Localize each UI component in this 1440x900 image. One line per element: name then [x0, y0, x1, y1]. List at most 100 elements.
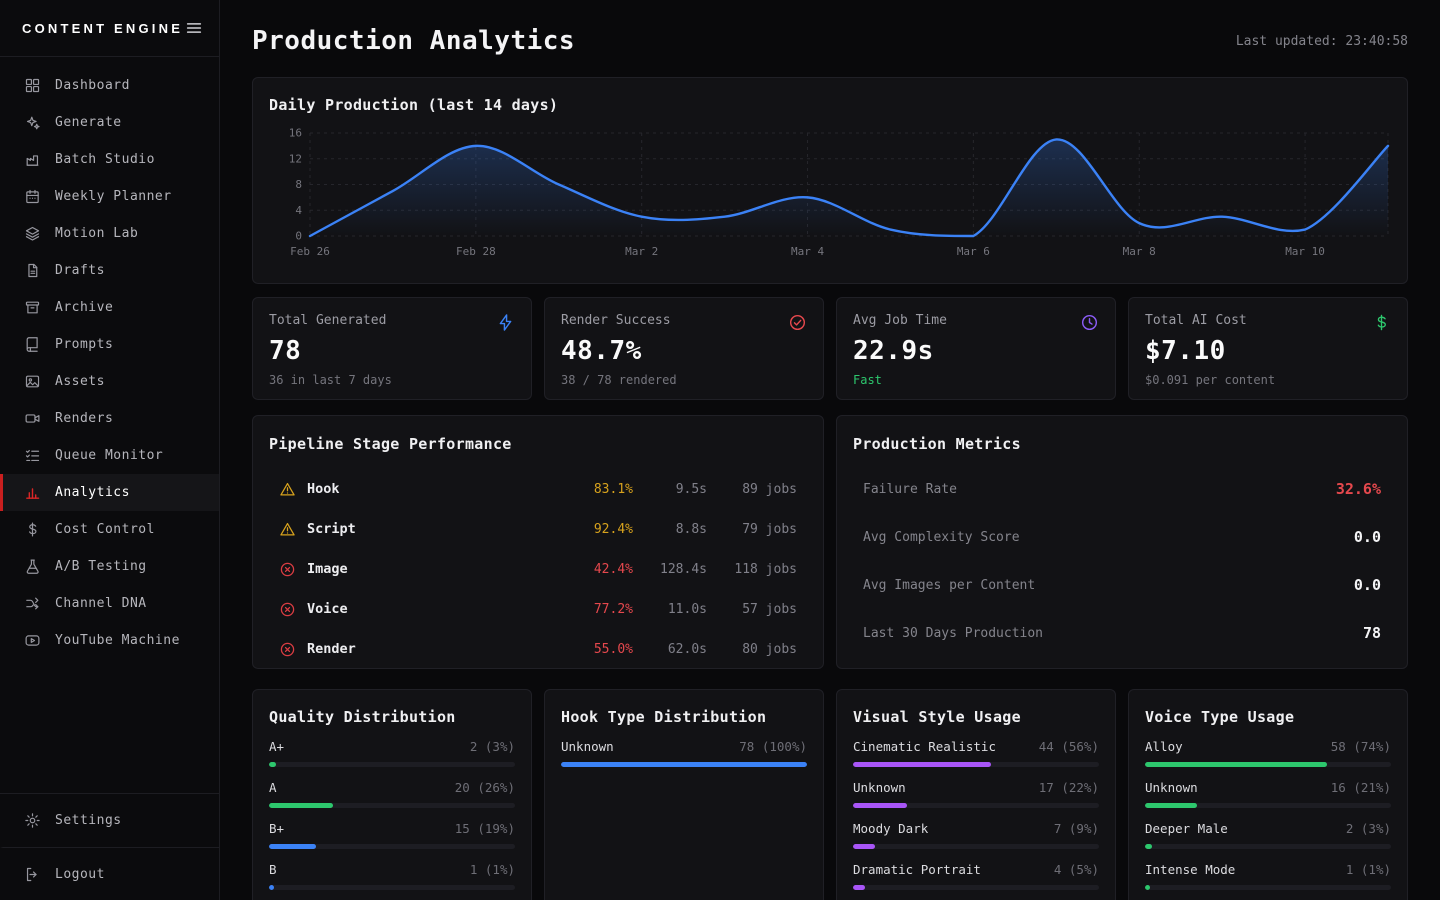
stat-label: Total AI Cost	[1145, 313, 1247, 328]
sidebar-item-analytics[interactable]: Analytics	[0, 474, 219, 511]
distribution-bar-track	[269, 762, 515, 767]
distribution-label: Unknown	[1145, 780, 1198, 795]
menu-icon[interactable]	[185, 19, 203, 37]
distribution-label: Cinematic Realistic	[853, 739, 996, 754]
stat-subtext: 36 in last 7 days	[269, 373, 515, 387]
distribution-bar-track	[853, 885, 1099, 890]
distribution-value: 58 (74%)	[1331, 739, 1391, 754]
distribution-title: Hook Type Distribution	[561, 708, 807, 726]
stat-subtext: Fast	[853, 373, 1099, 387]
factory-icon	[24, 151, 41, 168]
sidebar-item-label: Drafts	[55, 263, 105, 278]
metric-row-avg-images-per-content: Avg Images per Content0.0	[853, 561, 1391, 609]
pipeline-panel: Pipeline Stage Performance Hook83.1%9.5s…	[252, 415, 824, 669]
distribution-label: A+	[269, 739, 284, 754]
distribution-value: 78 (100%)	[739, 739, 807, 754]
distribution-value: 1 (1%)	[470, 862, 515, 877]
distribution-bar-track	[1145, 803, 1391, 808]
sidebar-item-settings[interactable]: Settings	[0, 794, 219, 847]
distribution-bar-track	[853, 844, 1099, 849]
metric-label: Avg Images per Content	[863, 578, 1035, 593]
app-logo: CONTENT ENGINE	[22, 21, 183, 36]
sidebar-item-renders[interactable]: Renders	[0, 400, 219, 437]
distribution-item-moody-dark: Moody Dark7 (9%)	[853, 821, 1099, 849]
svg-text:8: 8	[295, 178, 302, 191]
distribution-label: Intense Mode	[1145, 862, 1235, 877]
sidebar-item-label: Renders	[55, 411, 113, 426]
stat-card-avg-job-time: Avg Job Time22.9sFast	[836, 297, 1116, 400]
layers-icon	[24, 225, 41, 242]
distribution-item-intense-mode: Intense Mode1 (1%)	[1145, 862, 1391, 890]
stat-label: Render Success	[561, 313, 671, 328]
pipeline-job-count: 89 jobs	[723, 482, 797, 497]
stat-label: Avg Job Time	[853, 313, 947, 328]
stat-cards-row: Total Generated7836 in last 7 daysRender…	[252, 297, 1408, 400]
archive-icon	[24, 299, 41, 316]
play-box-icon	[24, 632, 41, 649]
file-icon	[24, 262, 41, 279]
sidebar-item-motion-lab[interactable]: Motion Lab	[0, 215, 219, 252]
metric-value: 78	[1363, 624, 1381, 642]
sidebar-item-drafts[interactable]: Drafts	[0, 252, 219, 289]
sidebar-item-label: Queue Monitor	[55, 448, 163, 463]
logout-icon	[24, 866, 41, 883]
pipeline-success-rate: 83.1%	[569, 482, 633, 497]
metrics-rows: Failure Rate32.6%Avg Complexity Score0.0…	[853, 465, 1391, 657]
stat-subtext: $0.091 per content	[1145, 373, 1391, 387]
distribution-item-dramatic-portrait: Dramatic Portrait4 (5%)	[853, 862, 1099, 890]
pipeline-stage-name: Image	[307, 561, 348, 577]
sidebar-item-a-b-testing[interactable]: A/B Testing	[0, 548, 219, 585]
distribution-bar-fill	[561, 762, 807, 767]
sidebar-item-assets[interactable]: Assets	[0, 363, 219, 400]
sidebar-item-dashboard[interactable]: Dashboard	[0, 67, 219, 104]
sidebar-item-label: Analytics	[55, 485, 130, 500]
distribution-label: Moody Dark	[853, 821, 928, 836]
distribution-bar-fill	[853, 762, 991, 767]
distribution-value: 2 (3%)	[470, 739, 515, 754]
distribution-title: Voice Type Usage	[1145, 708, 1391, 726]
stat-value: $7.10	[1145, 336, 1391, 366]
pipeline-avg-time: 62.0s	[649, 642, 707, 657]
distribution-bar-fill	[853, 885, 865, 890]
sidebar-item-logout[interactable]: Logout	[0, 847, 219, 900]
pipeline-success-rate: 92.4%	[569, 522, 633, 537]
svg-text:4: 4	[295, 204, 302, 217]
distribution-bar-track	[1145, 844, 1391, 849]
distribution-item-cinematic-realistic: Cinematic Realistic 44 (56%)	[853, 739, 1099, 767]
pipeline-avg-time: 128.4s	[649, 562, 707, 577]
split-icon	[24, 595, 41, 612]
video-icon	[24, 410, 41, 427]
sidebar-item-generate[interactable]: Generate	[0, 104, 219, 141]
pipeline-job-count: 79 jobs	[723, 522, 797, 537]
svg-text:16: 16	[289, 127, 302, 140]
sidebar-item-queue-monitor[interactable]: Queue Monitor	[0, 437, 219, 474]
stat-card-render-success: Render Success48.7%38 / 78 rendered	[544, 297, 824, 400]
sidebar-header: CONTENT ENGINE	[0, 0, 219, 57]
distribution-item-unknown: Unknown78 (100%)	[561, 739, 807, 767]
chart-title: Daily Production (last 14 days)	[269, 96, 1391, 114]
distribution-bar-track	[1145, 885, 1391, 890]
stat-subtext: 38 / 78 rendered	[561, 373, 807, 387]
distribution-bar-fill	[269, 803, 333, 808]
sidebar-item-label: Generate	[55, 115, 122, 130]
distribution-panel-hook-type-distribution: Hook Type Distribution Unknown78 (100%)	[544, 689, 824, 900]
svg-text:Feb 26: Feb 26	[290, 245, 330, 258]
pipeline-stage-name: Script	[307, 521, 356, 537]
pipeline-job-count: 118 jobs	[723, 562, 797, 577]
pipeline-row-voice: Voice77.2%11.0s57 jobs	[269, 589, 807, 629]
sidebar-item-weekly-planner[interactable]: Weekly Planner	[0, 178, 219, 215]
sidebar-item-batch-studio[interactable]: Batch Studio	[0, 141, 219, 178]
sidebar-item-cost-control[interactable]: Cost Control	[0, 511, 219, 548]
pipeline-row-render: Render55.0%62.0s80 jobs	[269, 629, 807, 669]
sidebar-item-prompts[interactable]: Prompts	[0, 326, 219, 363]
sidebar-item-archive[interactable]: Archive	[0, 289, 219, 326]
sidebar-item-label: Weekly Planner	[55, 189, 172, 204]
distribution-item-deeper-male: Deeper Male2 (3%)	[1145, 821, 1391, 849]
distribution-bar-fill	[269, 885, 274, 890]
distribution-value: 44 (56%)	[1039, 739, 1099, 754]
distribution-item-unknown: Unknown16 (21%)	[1145, 780, 1391, 808]
sidebar-item-youtube-machine[interactable]: YouTube Machine	[0, 622, 219, 659]
middle-row: Pipeline Stage Performance Hook83.1%9.5s…	[252, 415, 1408, 669]
sidebar-item-channel-dna[interactable]: Channel DNA	[0, 585, 219, 622]
distribution-bar-fill	[853, 803, 907, 808]
